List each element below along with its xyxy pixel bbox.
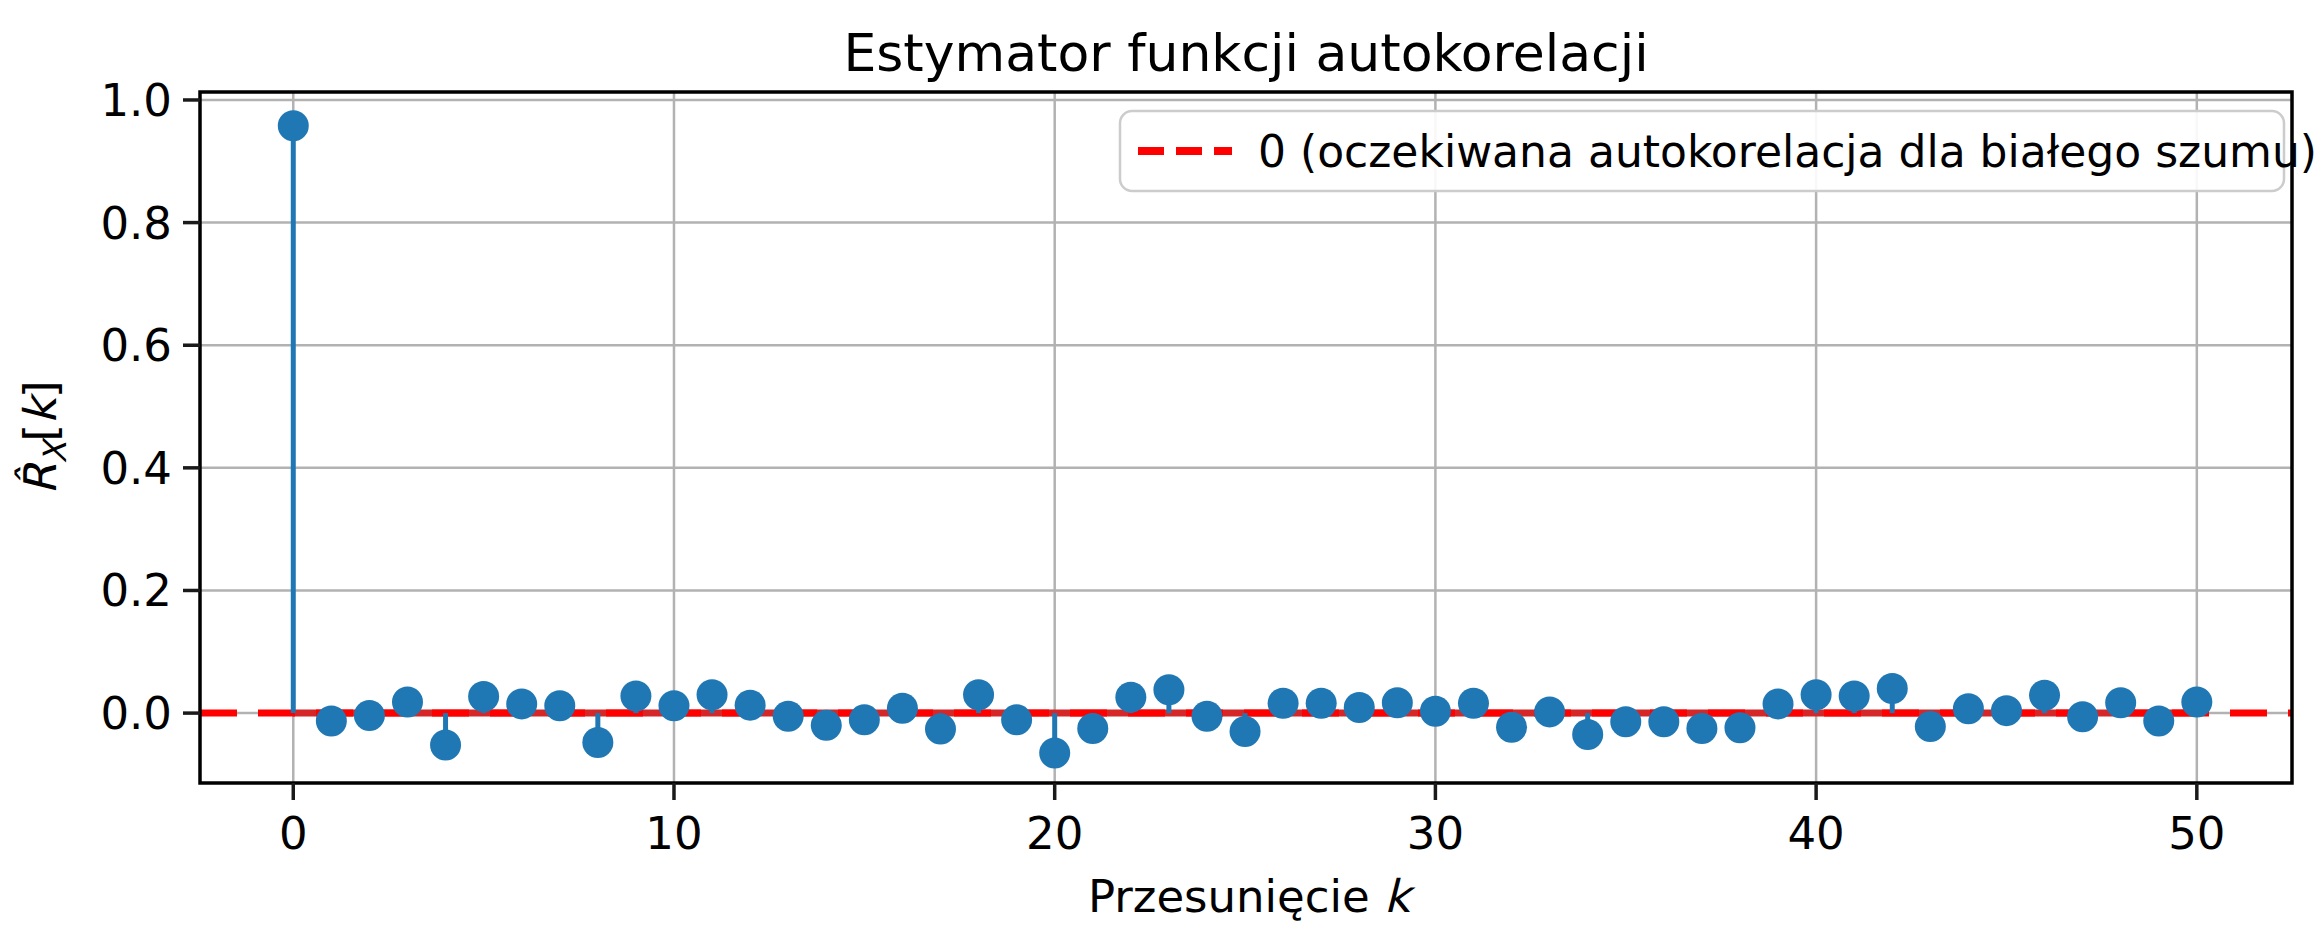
data-point-marker [735, 690, 766, 721]
data-point-marker [582, 727, 613, 758]
data-point-marker [1115, 682, 1146, 713]
data-point-marker [2143, 706, 2174, 737]
data-point-marker [1572, 719, 1603, 750]
data-point-marker [1001, 704, 1032, 735]
x-tick-label: 0 [279, 807, 308, 860]
data-point-marker [1610, 706, 1641, 737]
data-point-marker [392, 687, 423, 718]
data-point-marker [2029, 680, 2060, 711]
data-point-marker [278, 110, 309, 141]
y-tick-label: 0.8 [100, 197, 172, 250]
legend: 0 (oczekiwana autokorelacja dla białego … [1120, 111, 2317, 191]
data-point-marker [430, 729, 461, 760]
data-point-marker [1686, 713, 1717, 744]
data-point-marker [887, 693, 918, 724]
x-tick-label: 10 [645, 807, 702, 860]
data-point-marker [849, 704, 880, 735]
x-tick-label: 40 [1787, 807, 1844, 860]
data-point-marker [620, 680, 651, 711]
data-point-marker [316, 706, 347, 737]
data-point-marker [1534, 696, 1565, 727]
y-tick-label: 0.2 [100, 564, 172, 617]
data-point-marker [658, 690, 689, 721]
data-point-marker [2181, 687, 2212, 718]
data-point-marker [1458, 688, 1489, 719]
y-tick-label: 0.0 [100, 687, 172, 740]
data-point-marker [1877, 673, 1908, 704]
data-point-marker [1268, 688, 1299, 719]
data-point-marker [2105, 687, 2136, 718]
chart-title: Estymator funkcji autokorelacji [843, 23, 1648, 83]
data-point-marker [1306, 688, 1337, 719]
data-point-marker [1230, 716, 1261, 747]
grid-lines [200, 92, 2292, 783]
y-tick-label: 0.6 [100, 319, 172, 372]
x-tick-label: 20 [1026, 807, 1083, 860]
data-point-marker [773, 701, 804, 732]
data-point-marker [468, 681, 499, 712]
figure: 0 10 20 30 40 50 0.0 0.2 0.4 0.6 0.8 1.0 Estymator … [0, 0, 2321, 948]
data-point-marker [1839, 680, 1870, 711]
x-axis-label: Przesunięcie k [1088, 870, 1416, 923]
legend-label: 0 (oczekiwana autokorelacja dla białego … [1258, 126, 2317, 177]
plot-spines [200, 92, 2292, 783]
y-tick-label: 0.4 [100, 442, 172, 495]
stem-series [200, 110, 2292, 768]
data-point-marker [2067, 701, 2098, 732]
data-point-marker [925, 714, 956, 745]
data-point-marker [1039, 737, 1070, 768]
data-point-marker [1801, 679, 1832, 710]
data-point-marker [1382, 687, 1413, 718]
data-point-marker [1724, 712, 1755, 743]
y-axis-label: R̂X[k] [14, 380, 74, 494]
data-point-marker [1496, 712, 1527, 743]
data-point-marker [1191, 701, 1222, 732]
x-tick-label: 30 [1407, 807, 1464, 860]
data-point-marker [963, 679, 994, 710]
data-point-marker [1153, 674, 1184, 705]
data-point-marker [506, 688, 537, 719]
data-point-marker [1420, 696, 1451, 727]
data-point-marker [1344, 692, 1375, 723]
data-point-marker [1077, 713, 1108, 744]
autocorrelation-stem-chart: 0 10 20 30 40 50 0.0 0.2 0.4 0.6 0.8 1.0 Estymator … [0, 0, 2321, 948]
y-tick-label: 1.0 [100, 74, 172, 127]
data-point-marker [544, 690, 575, 721]
data-point-marker [1648, 706, 1679, 737]
data-point-marker [1763, 688, 1794, 719]
x-tick-label: 50 [2168, 807, 2225, 860]
data-point-marker [354, 700, 385, 731]
data-point-marker [1991, 695, 2022, 726]
axes-border [200, 92, 2292, 783]
data-point-marker [697, 679, 728, 710]
data-point-marker [1953, 693, 1984, 724]
data-point-marker [1915, 711, 1946, 742]
data-point-marker [811, 710, 842, 741]
